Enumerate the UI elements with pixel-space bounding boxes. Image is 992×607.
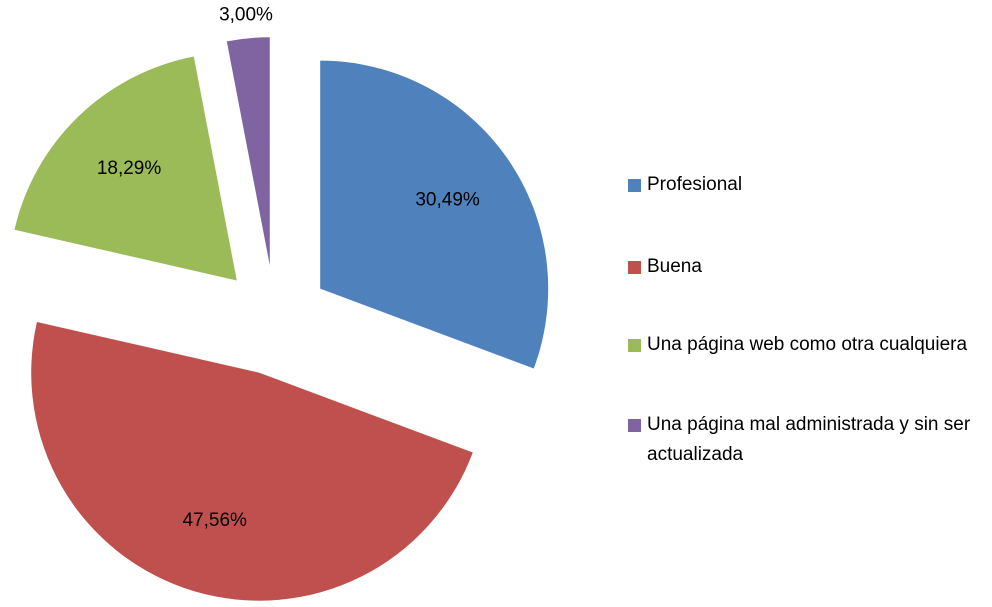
legend-item: Una página mal administrada y sin ser ac… xyxy=(628,410,988,470)
pie-slice xyxy=(14,56,237,281)
legend-swatch xyxy=(628,339,641,352)
legend-item: Profesional xyxy=(628,170,988,200)
pie-slice xyxy=(226,37,270,266)
legend-label: Buena xyxy=(647,256,702,277)
legend-swatch xyxy=(628,419,641,432)
data-label: 3,00% xyxy=(219,5,273,26)
legend-item: Buena xyxy=(628,252,988,282)
pie-slice xyxy=(31,321,473,601)
legend-item: Una página web como otra cualquiera xyxy=(628,330,988,360)
legend-label: Profesional xyxy=(647,174,743,195)
data-label: 30,49% xyxy=(415,189,480,210)
legend-label: Una página mal administrada y sin ser ac… xyxy=(647,414,971,465)
pie-slice xyxy=(320,60,549,369)
data-label: 47,56% xyxy=(183,510,248,531)
data-label: 18,29% xyxy=(97,158,162,179)
legend-swatch xyxy=(628,179,641,192)
legend-swatch xyxy=(628,261,641,274)
legend-label: Una página web como otra cualquiera xyxy=(647,334,968,355)
